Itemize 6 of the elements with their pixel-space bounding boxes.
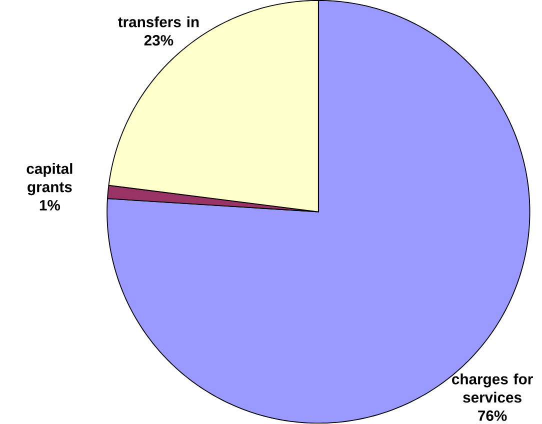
data-label: 1% — [40, 200, 60, 211]
data-label: 23% — [144, 35, 174, 46]
slice-label: transfers in — [118, 16, 199, 28]
slice-label: charges for services — [452, 374, 533, 403]
slice-label: capital grants — [26, 163, 72, 196]
data-label: 76% — [478, 410, 507, 422]
